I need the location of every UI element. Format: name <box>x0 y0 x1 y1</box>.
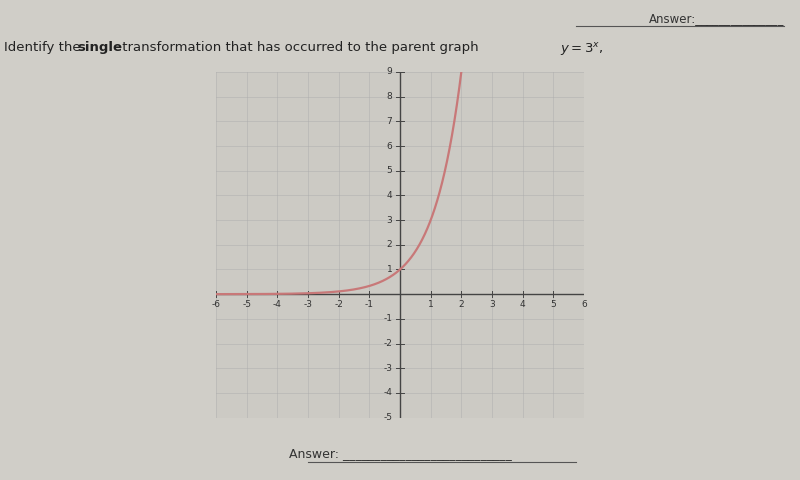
Text: -3: -3 <box>383 364 392 373</box>
Text: Answer:_______________: Answer:_______________ <box>649 12 784 25</box>
Text: 5: 5 <box>550 300 556 309</box>
Text: 9: 9 <box>386 68 392 76</box>
Text: -4: -4 <box>383 388 392 397</box>
Text: -5: -5 <box>242 300 251 309</box>
Text: -3: -3 <box>303 300 313 309</box>
Text: 3: 3 <box>489 300 495 309</box>
Text: -5: -5 <box>383 413 392 422</box>
Text: 2: 2 <box>386 240 392 249</box>
Text: $y = 3^x$,: $y = 3^x$, <box>560 41 604 58</box>
Text: 4: 4 <box>520 300 526 309</box>
Text: -2: -2 <box>334 300 343 309</box>
Text: -1: -1 <box>383 314 392 324</box>
Text: 3: 3 <box>386 216 392 225</box>
Text: 6: 6 <box>581 300 587 309</box>
Text: Identify the: Identify the <box>4 41 85 54</box>
Text: single: single <box>78 41 122 54</box>
Text: 1: 1 <box>428 300 434 309</box>
Text: -4: -4 <box>273 300 282 309</box>
Text: 2: 2 <box>458 300 464 309</box>
Text: -6: -6 <box>211 300 221 309</box>
Text: 8: 8 <box>386 92 392 101</box>
Text: 5: 5 <box>386 166 392 175</box>
Text: transformation that has occurred to the parent graph: transformation that has occurred to the … <box>118 41 482 54</box>
Text: 7: 7 <box>386 117 392 126</box>
Text: -2: -2 <box>383 339 392 348</box>
Text: Answer: ___________________________: Answer: ___________________________ <box>289 447 511 460</box>
Text: -1: -1 <box>365 300 374 309</box>
Text: 6: 6 <box>386 142 392 151</box>
Text: 4: 4 <box>386 191 392 200</box>
Text: 1: 1 <box>386 265 392 274</box>
